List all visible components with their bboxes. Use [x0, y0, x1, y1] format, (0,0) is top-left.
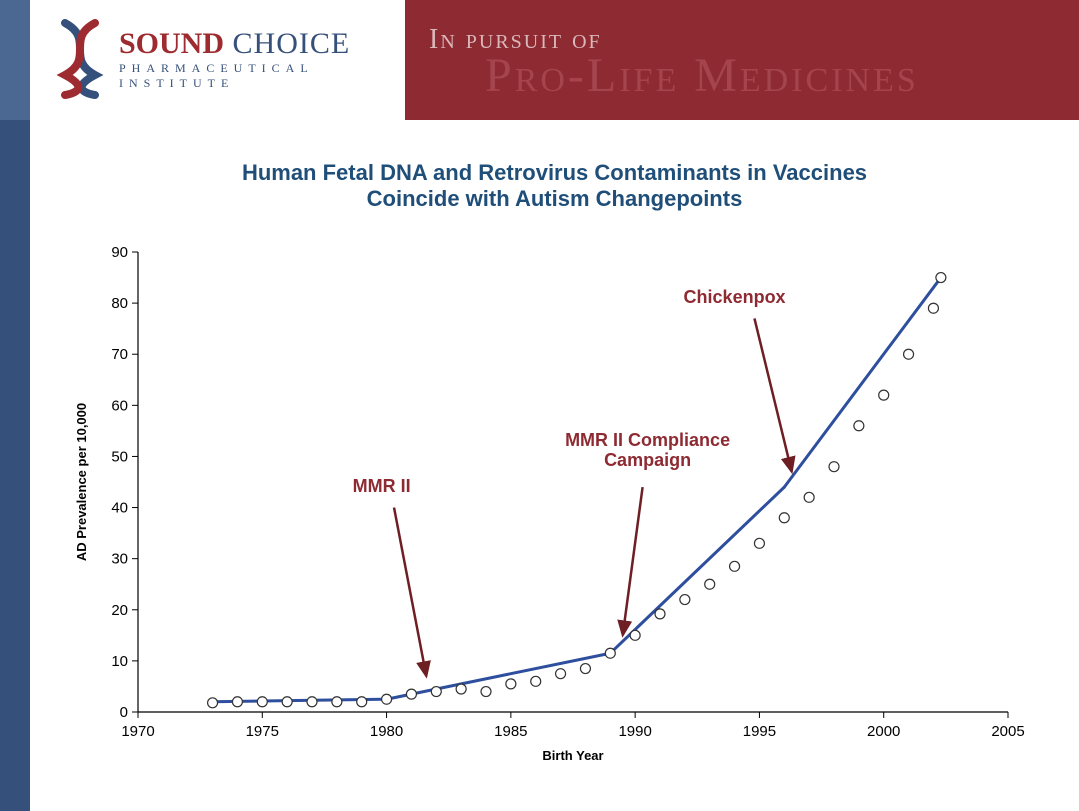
- ytick-label: 60: [111, 397, 128, 414]
- annotation-label2-mmr2-compliance: Campaign: [604, 450, 691, 470]
- helix-icon: [55, 19, 105, 99]
- data-point: [928, 303, 938, 313]
- data-point: [332, 697, 342, 707]
- xtick-label: 1970: [121, 723, 154, 740]
- data-point: [580, 664, 590, 674]
- xtick-label: 1985: [494, 723, 527, 740]
- ytick-label: 80: [111, 295, 128, 312]
- logo-line3: INSTITUTE: [119, 76, 350, 91]
- annotation-arrow-mmr2-compliance: [623, 487, 643, 635]
- annotation-label-mmr2-compliance: MMR II Compliance: [565, 430, 730, 450]
- ytick-label: 10: [111, 653, 128, 670]
- data-point: [257, 697, 267, 707]
- y-axis-label: AD Prevalence per 10,000: [74, 403, 89, 561]
- annotation-label-mmr2: MMR II: [353, 476, 411, 496]
- ytick-label: 50: [111, 448, 128, 465]
- data-point: [406, 689, 416, 699]
- data-point: [232, 697, 242, 707]
- data-point: [680, 595, 690, 605]
- data-point: [754, 538, 764, 548]
- data-point: [779, 513, 789, 523]
- data-point: [307, 697, 317, 707]
- trend-segment: [784, 278, 941, 488]
- xtick-label: 2000: [867, 723, 900, 740]
- data-point: [655, 609, 665, 619]
- trend-segment: [610, 487, 784, 653]
- data-point: [904, 349, 914, 359]
- banner-line2: Pro-Life Medicines: [429, 52, 1079, 100]
- xtick-label: 1975: [246, 723, 279, 740]
- logo-line1: SOUND CHOICE: [119, 27, 350, 61]
- data-point: [630, 630, 640, 640]
- data-point: [804, 492, 814, 502]
- logo-sound: SOUND: [119, 27, 224, 60]
- data-point: [431, 687, 441, 697]
- ytick-label: 0: [120, 704, 128, 721]
- header: SOUND CHOICE PHARMACEUTICAL INSTITUTE In…: [0, 0, 1079, 120]
- chart-title-line2: Coincide with Autism Changepoints: [30, 186, 1079, 212]
- data-point: [730, 561, 740, 571]
- logo-line2: PHARMACEUTICAL: [119, 61, 350, 76]
- annotation-label-chickenpox: Chickenpox: [684, 287, 786, 307]
- banner: In pursuit of Pro-Life Medicines: [405, 0, 1079, 120]
- chart-title: Human Fetal DNA and Retrovirus Contamina…: [30, 160, 1079, 212]
- data-point: [854, 421, 864, 431]
- data-point: [282, 697, 292, 707]
- data-point: [531, 676, 541, 686]
- chart: 0 10 20 30 40 50 60 70 80 90 1970 1975 1980 1985 1990 1…: [60, 240, 1040, 780]
- trend-segment: [387, 653, 611, 699]
- data-point: [605, 648, 615, 658]
- xtick-label: 1990: [618, 723, 651, 740]
- data-point: [556, 669, 566, 679]
- data-point: [208, 698, 218, 708]
- logo-choice: CHOICE: [224, 27, 350, 60]
- ytick-label: 30: [111, 551, 128, 568]
- data-point: [506, 679, 516, 689]
- data-point: [879, 390, 889, 400]
- ytick-label: 20: [111, 602, 128, 619]
- chart-title-line1: Human Fetal DNA and Retrovirus Contamina…: [30, 160, 1079, 186]
- data-point: [936, 273, 946, 283]
- annotation-arrow-mmr2: [394, 508, 426, 677]
- ytick-label: 40: [111, 500, 128, 517]
- xtick-label: 1995: [743, 723, 776, 740]
- page: SOUND CHOICE PHARMACEUTICAL INSTITUTE In…: [0, 0, 1079, 811]
- data-point: [382, 694, 392, 704]
- data-point: [705, 579, 715, 589]
- data-point: [829, 462, 839, 472]
- logo: SOUND CHOICE PHARMACEUTICAL INSTITUTE: [55, 14, 385, 104]
- xtick-label: 2005: [991, 723, 1024, 740]
- x-axis-label: Birth Year: [542, 748, 603, 763]
- left-stripe: [0, 0, 30, 811]
- xtick-label: 1980: [370, 723, 403, 740]
- annotation-arrow-chickenpox: [754, 318, 791, 471]
- data-point: [357, 697, 367, 707]
- data-point: [456, 684, 466, 694]
- ytick-label: 90: [111, 244, 128, 261]
- data-point: [481, 687, 491, 697]
- ytick-label: 70: [111, 346, 128, 363]
